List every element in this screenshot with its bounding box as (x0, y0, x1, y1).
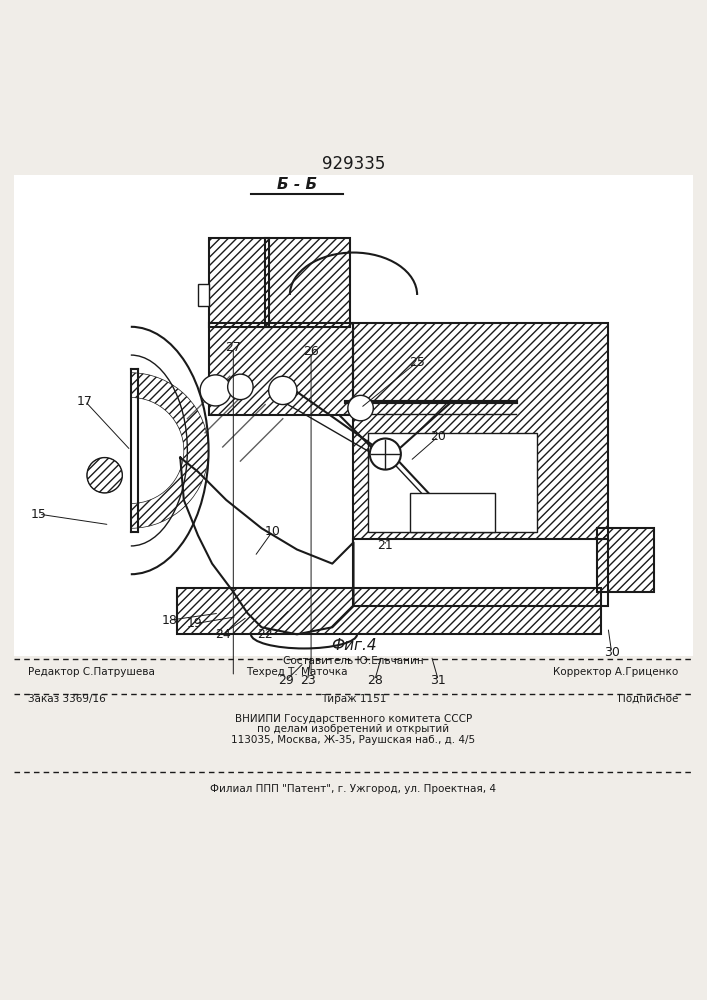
Circle shape (228, 374, 253, 400)
Text: Техред Т. Маточка: Техред Т. Маточка (246, 667, 348, 677)
Text: 18: 18 (162, 614, 177, 627)
Text: 23: 23 (300, 674, 315, 687)
Bar (209, 238, 269, 327)
Bar (265, 238, 350, 327)
Text: 20: 20 (431, 430, 446, 443)
Text: 30: 30 (604, 646, 619, 659)
Text: 17: 17 (77, 395, 93, 408)
Bar (354, 323, 608, 542)
Circle shape (348, 395, 373, 421)
Bar (209, 238, 269, 327)
Text: Филиал ППП "Патент", г. Ужгород, ул. Проектная, 4: Филиал ППП "Патент", г. Ужгород, ул. Про… (211, 784, 496, 794)
Text: Редактор С.Патрушева: Редактор С.Патрушева (28, 667, 155, 677)
Text: 25: 25 (409, 356, 425, 369)
Bar (354, 323, 608, 542)
Text: Составитель Ю.Ельчанин: Составитель Ю.Ельчанин (283, 656, 424, 666)
Text: 15: 15 (31, 508, 47, 521)
Text: Фиг.4: Фиг.4 (331, 638, 376, 653)
Bar (209, 323, 354, 415)
Text: 21: 21 (378, 539, 393, 552)
Circle shape (200, 375, 231, 406)
Text: 28: 28 (367, 674, 382, 687)
Text: Тираж 1151: Тираж 1151 (321, 694, 386, 704)
Bar (209, 323, 354, 415)
Bar (597, 528, 654, 592)
Text: Корректор А.Гриценко: Корректор А.Гриценко (554, 667, 679, 677)
Text: 929335: 929335 (322, 155, 385, 173)
Circle shape (269, 376, 297, 405)
Bar (14, 175, 693, 656)
Text: по делам изобретений и открытий: по делам изобретений и открытий (257, 724, 450, 734)
Bar (354, 539, 608, 606)
Bar (177, 588, 601, 634)
Text: 31: 31 (431, 674, 446, 687)
Text: 10: 10 (264, 525, 280, 538)
Bar (177, 588, 601, 634)
Text: ВНИИПИ Государственного комитета СССР: ВНИИПИ Государственного комитета СССР (235, 714, 472, 724)
Text: 24: 24 (215, 628, 230, 641)
Text: 19: 19 (187, 617, 202, 630)
Bar (368, 433, 537, 532)
Circle shape (370, 438, 401, 470)
Bar (410, 493, 495, 532)
Text: Заказ 3369/16: Заказ 3369/16 (28, 694, 106, 704)
Text: 27: 27 (226, 341, 241, 354)
Text: 22: 22 (257, 628, 273, 641)
Bar (265, 238, 350, 327)
Text: 26: 26 (303, 345, 319, 358)
Bar (198, 284, 209, 306)
Text: Б - Б: Б - Б (277, 177, 317, 192)
Text: Подписное: Подписное (619, 694, 679, 704)
Bar (597, 528, 654, 592)
Text: 113035, Москва, Ж-35, Раушская наб., д. 4/5: 113035, Москва, Ж-35, Раушская наб., д. … (231, 735, 476, 745)
Text: 29: 29 (279, 674, 294, 687)
